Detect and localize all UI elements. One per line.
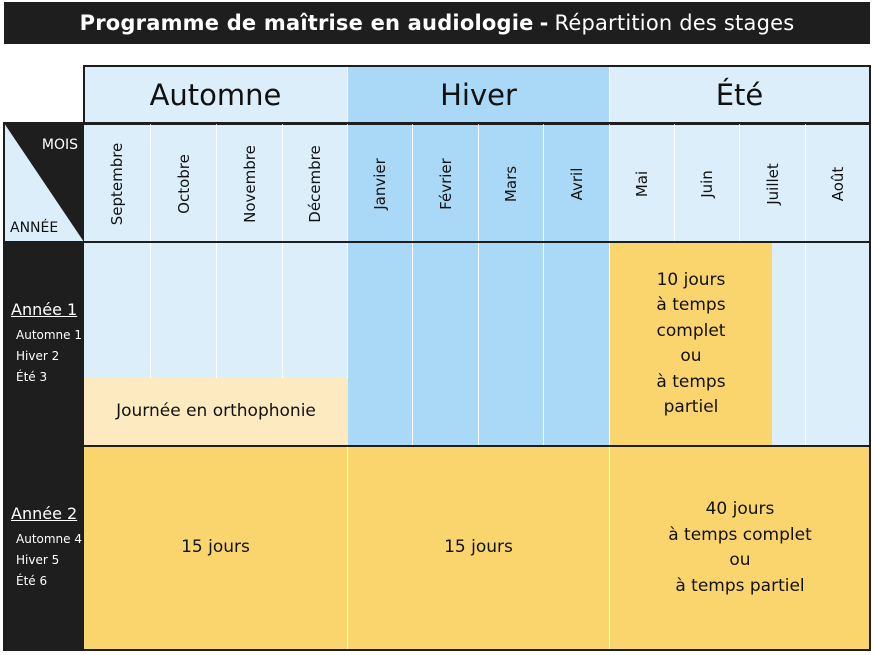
year2-summer-line: à temps complet [668,524,812,545]
year1-cell [217,242,283,378]
month-december: Décembre [283,123,348,242]
season-label-autumn: Automne [149,77,282,112]
season-header-summer: Été [610,66,870,123]
year1-cell [413,242,479,446]
year1-cell [479,242,544,446]
month-august: Août [806,123,870,242]
year1-label: Année 1 [11,300,78,319]
year1-summer-block: 10 jours à temps complet ou à temps part… [610,242,772,446]
year1-cell [806,242,870,446]
month-january: Janvier [348,123,413,242]
year1-cell [151,242,217,378]
month-may: Mai [610,123,675,242]
corner-diagonal [4,123,84,242]
year1-row-header [4,242,84,446]
title-subtitle: Répartition des stages [554,11,795,35]
month-october: Octobre [151,123,217,242]
year2-summer-block: 40 jours à temps complet ou à temps part… [610,446,870,650]
year1-summer-line: 10 jours [656,269,726,290]
year1-summer-line: partiel [663,397,719,417]
year2-summer-line: à temps partiel [675,575,805,596]
month-july: Juillet [740,123,806,242]
month-february: Février [413,123,479,242]
season-label-winter: Hiver [440,77,517,112]
month-june: Juin [675,123,740,242]
year1-item: Hiver 2 [16,349,60,363]
month-november: Novembre [217,123,283,242]
seasons-frame [83,65,871,124]
year2-item: Été 6 [16,574,48,588]
year2-winter-block: 15 jours [348,446,610,650]
year1-item: Automne 1 [16,328,82,342]
year1-cell [283,242,348,378]
month-september: Septembre [84,123,151,242]
year2-row-header [4,446,84,650]
season-header-winter: Hiver [348,66,610,123]
corner-label-year: ANNÉE [10,220,59,236]
grid-frame [3,122,871,651]
year1-summer-line: à temps [656,371,726,392]
year2-winter-text: 15 jours [444,537,513,558]
year1-summer-line: à temps [656,295,726,315]
corner-cell: MOIS ANNÉE [4,123,84,242]
month-march: Mars [479,123,544,242]
corner-label-months: MOIS [41,137,78,153]
year2-summer-line: ou [729,550,751,570]
title-main: Programme de maîtrise en audiologie [79,11,534,35]
year2-autumn-block: 15 jours [84,446,348,650]
year1-cell [84,242,151,378]
year2-label: Année 2 [11,504,78,523]
title-bar: Programme de maîtrise en audiologie - Ré… [4,2,870,44]
season-label-summer: Été [715,77,764,112]
year2-item: Automne 4 [16,532,82,546]
season-header-autumn: Automne [84,66,348,123]
year2-autumn-text: 15 jours [181,537,250,558]
year1-item: Été 3 [16,370,48,384]
year1-cell [544,242,610,446]
year2-item: Hiver 5 [16,553,60,567]
year1-cell [772,242,806,446]
title-separator: - [539,11,549,35]
year2-summer-line: 40 jours [705,499,775,519]
year1-summer-line: complet [656,320,726,341]
speech-therapy-day-block: Journée en orthophonie [84,378,348,446]
header-divider-line [4,241,870,243]
month-april: Avril [544,123,610,242]
row-divider-line [4,445,870,447]
speech-therapy-day-text: Journée en orthophonie [116,401,316,422]
year1-cell [348,242,413,446]
year1-summer-line: ou [680,346,702,366]
